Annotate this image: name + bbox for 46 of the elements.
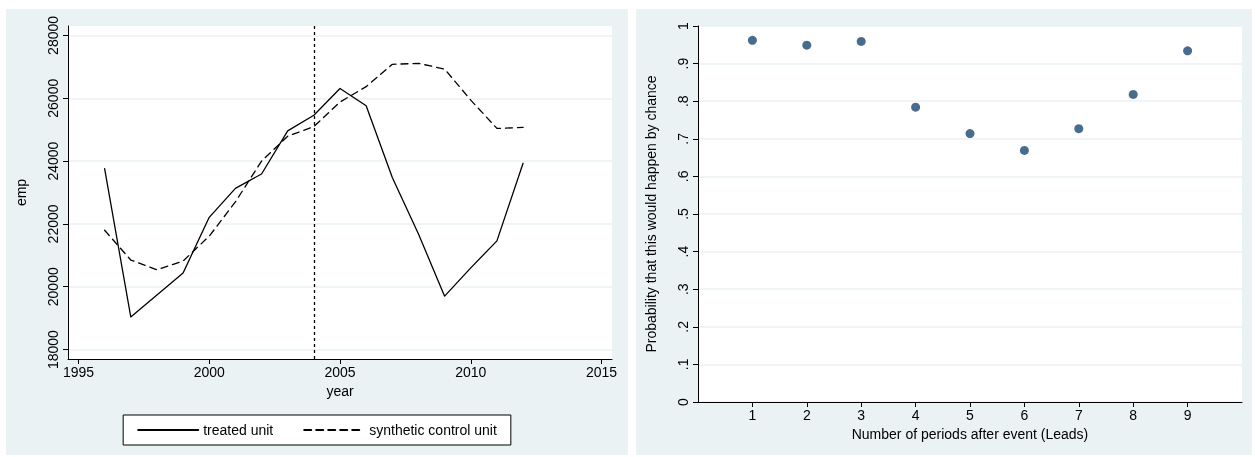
x-tick-label: 4 (911, 407, 920, 423)
y-tick-label: .8 (675, 95, 691, 108)
x-tick-label: 8 (1129, 407, 1138, 423)
x-tick-label: 9 (1183, 407, 1192, 423)
y-tick-label: 24000 (45, 141, 61, 181)
legend-label: treated unit (203, 422, 274, 438)
x-tick-label: 5 (966, 407, 975, 423)
y-tick-label: 20000 (45, 267, 61, 307)
y-tick-label: .6 (675, 170, 691, 183)
point (1128, 89, 1138, 99)
x-tick-label: 2015 (585, 364, 618, 380)
point (1019, 145, 1029, 155)
y-tick-label: .5 (675, 207, 691, 220)
y-tick-label: 0 (675, 397, 691, 406)
x-tick-label: 1 (748, 407, 757, 423)
y-axis-title: Probability that this would happen by chance (643, 75, 659, 353)
x-tick-label: 2000 (193, 364, 226, 380)
x-axis-title: year (326, 382, 354, 399)
point (1183, 46, 1193, 56)
legend-label: synthetic control unit (369, 422, 497, 438)
x-tick-label: 2005 (324, 364, 356, 380)
y-tick-label: .1 (675, 358, 691, 371)
y-tick-label: 28000 (45, 15, 61, 55)
y-axis-title: emp (13, 178, 29, 207)
x-tick-label: 3 (857, 407, 866, 423)
y-tick-label: .4 (675, 245, 691, 258)
y-tick-label: 22000 (45, 204, 61, 244)
y-tick-label: 26000 (45, 78, 61, 118)
y-tick-label: .2 (675, 320, 691, 333)
point (856, 36, 866, 46)
point (911, 102, 921, 112)
x-tick-label: 2 (802, 407, 811, 423)
point (965, 129, 975, 139)
point (1074, 124, 1084, 134)
y-tick-label: 18000 (45, 329, 61, 370)
y-tick-label: .3 (675, 283, 691, 296)
y-tick-label: .7 (675, 132, 691, 145)
point (802, 40, 812, 50)
x-tick-label: 2010 (455, 364, 487, 380)
y-tick-label: 1 (675, 21, 691, 30)
x-axis-title: Number of periods after event (Leads) (851, 425, 1089, 442)
x-tick-label: 7 (1074, 407, 1083, 423)
x-tick-label: 1995 (62, 364, 95, 380)
y-tick-label: .9 (675, 57, 691, 70)
x-tick-label: 6 (1020, 407, 1029, 423)
point (747, 35, 757, 45)
